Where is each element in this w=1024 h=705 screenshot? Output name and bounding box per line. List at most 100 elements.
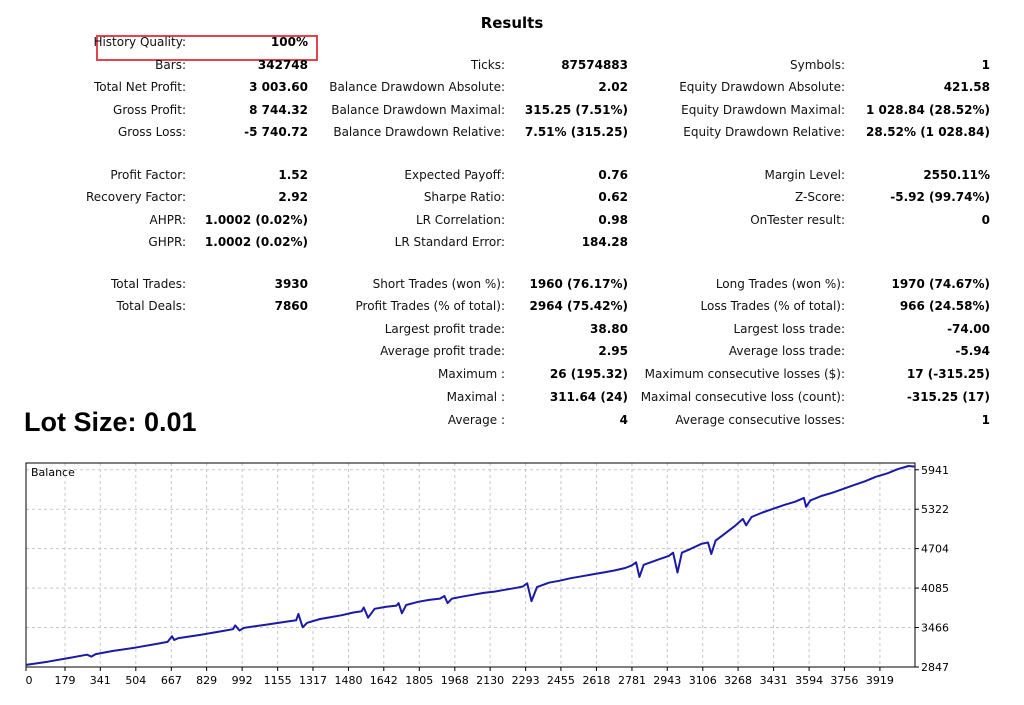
y-axis-ticks: 2847 3466 4085 4704 5322 5941 bbox=[915, 464, 949, 674]
stat-value: 4 bbox=[619, 413, 628, 427]
stat-value: 2964 (75.42%) bbox=[529, 299, 628, 313]
stat-label: Maximal : bbox=[446, 390, 505, 404]
stat-value: 2.02 bbox=[598, 80, 628, 94]
stat-value: 184.28 bbox=[581, 235, 628, 249]
stat-label: Maximum consecutive losses ($): bbox=[644, 367, 845, 381]
stat-value: 28.52% (1 028.84) bbox=[866, 125, 990, 139]
stat-label: Gross Loss: bbox=[118, 125, 186, 139]
stat-value: -74.00 bbox=[947, 322, 990, 336]
stat-label: Average consecutive losses: bbox=[675, 413, 845, 427]
stat-label: Sharpe Ratio: bbox=[423, 190, 505, 204]
stat-value: 87574883 bbox=[561, 58, 628, 72]
x-tick-label: 3919 bbox=[866, 674, 894, 687]
x-tick-label: 0 bbox=[26, 674, 33, 687]
stat-label: Total Trades: bbox=[111, 277, 186, 291]
stat-value: 966 (24.58%) bbox=[899, 299, 990, 313]
stat-label: Symbols: bbox=[790, 58, 845, 72]
balance-chart-svg: Balance 0 179 341 504 667 829 992 1155 1317 1480 1… bbox=[25, 462, 949, 687]
y-tick-label: 2847 bbox=[921, 661, 949, 674]
stat-label: Equity Drawdown Maximal: bbox=[681, 103, 845, 117]
stat-value: 315.25 (7.51%) bbox=[524, 103, 628, 117]
x-tick-label: 1968 bbox=[441, 674, 469, 687]
x-tick-label: 179 bbox=[55, 674, 76, 687]
history-quality-highlight bbox=[96, 35, 318, 61]
stat-value: 0.62 bbox=[598, 190, 628, 204]
stat-label: Ticks: bbox=[470, 58, 505, 72]
stat-value: 0.98 bbox=[598, 213, 628, 227]
stat-value: 421.58 bbox=[943, 80, 990, 94]
stat-value: 7.51% (315.25) bbox=[524, 125, 628, 139]
stat-value: 2550.11% bbox=[923, 168, 990, 182]
stat-value: -5 740.72 bbox=[244, 125, 308, 139]
stat-label: Expected Payoff: bbox=[404, 168, 505, 182]
stat-label: History Quality: bbox=[93, 35, 186, 49]
x-tick-label: 667 bbox=[161, 674, 182, 687]
x-tick-label: 2130 bbox=[476, 674, 504, 687]
stat-value: -5.92 (99.74%) bbox=[890, 190, 990, 204]
plot-frame bbox=[25, 462, 916, 668]
stat-label: LR Correlation: bbox=[415, 213, 505, 227]
x-tick-label: 2618 bbox=[582, 674, 610, 687]
stat-value: 8 744.32 bbox=[249, 103, 308, 117]
stat-value: 1 bbox=[981, 413, 990, 427]
stat-value: 0 bbox=[981, 213, 990, 227]
chart-title: Balance bbox=[31, 466, 75, 479]
stat-value: 1.0002 (0.02%) bbox=[204, 213, 308, 227]
stat-value: 26 (195.32) bbox=[549, 367, 628, 381]
x-tick-label: 2293 bbox=[512, 674, 540, 687]
y-tick-label: 5941 bbox=[921, 464, 949, 477]
x-tick-label: 2943 bbox=[653, 674, 681, 687]
stat-label: Z-Score: bbox=[795, 190, 845, 204]
stat-label: GHPR: bbox=[148, 235, 186, 249]
stat-label: Gross Profit: bbox=[113, 103, 186, 117]
stat-value: 311.64 (24) bbox=[549, 390, 628, 404]
stat-label: Equity Drawdown Relative: bbox=[683, 125, 845, 139]
stat-label: Total Deals: bbox=[116, 299, 186, 313]
stat-label: Bars: bbox=[155, 58, 186, 72]
stat-value: -315.25 (17) bbox=[906, 390, 990, 404]
stat-value: 0.76 bbox=[598, 168, 628, 182]
x-tick-label: 1642 bbox=[370, 674, 398, 687]
stat-value: -5.94 bbox=[955, 344, 990, 358]
stat-label: Largest loss trade: bbox=[733, 322, 845, 336]
stat-label: Short Trades (won %): bbox=[372, 277, 505, 291]
x-axis-ticks: 0 179 341 504 667 829 992 1155 1317 1480 1642 1805 1… bbox=[25, 667, 894, 687]
stat-value: 342748 bbox=[257, 58, 308, 72]
stat-label: Margin Level: bbox=[764, 168, 845, 182]
stat-label: Profit Factor: bbox=[110, 168, 186, 182]
stat-label: Average profit trade: bbox=[380, 344, 505, 358]
stat-value: 3 003.60 bbox=[249, 80, 308, 94]
stat-value: 7860 bbox=[274, 299, 308, 313]
stat-label: OnTester result: bbox=[750, 213, 845, 227]
x-tick-label: 3594 bbox=[795, 674, 823, 687]
stat-value: 2.92 bbox=[278, 190, 308, 204]
stat-label: Recovery Factor: bbox=[85, 190, 186, 204]
stat-value: 1970 (74.67%) bbox=[891, 277, 990, 291]
stat-label: Maximum : bbox=[438, 367, 505, 381]
stat-value: 2.95 bbox=[598, 344, 628, 358]
y-tick-label: 4085 bbox=[921, 582, 949, 595]
stat-label: Balance Drawdown Maximal: bbox=[331, 103, 505, 117]
stat-label: Profit Trades (% of total): bbox=[355, 299, 505, 313]
stat-value: 17 (-315.25) bbox=[906, 367, 990, 381]
x-tick-label: 504 bbox=[125, 674, 146, 687]
stat-label: Balance Drawdown Absolute: bbox=[329, 80, 505, 94]
stat-value: 3930 bbox=[274, 277, 308, 291]
stat-value: 38.80 bbox=[590, 322, 628, 336]
x-tick-label: 1317 bbox=[299, 674, 327, 687]
page-title: Results bbox=[480, 14, 544, 32]
x-tick-label: 3106 bbox=[689, 674, 717, 687]
x-tick-label: 2455 bbox=[547, 674, 575, 687]
x-tick-label: 3431 bbox=[760, 674, 788, 687]
stat-value: 1 bbox=[981, 58, 990, 72]
x-tick-label: 1155 bbox=[264, 674, 292, 687]
stat-label: Average : bbox=[447, 413, 505, 427]
stat-value: 100% bbox=[270, 35, 308, 49]
lot-size-label: Lot Size: 0.01 bbox=[24, 407, 197, 437]
y-tick-label: 5322 bbox=[921, 503, 949, 516]
balance-chart: Balance 0 179 341 504 667 829 992 1155 1317 1480 1… bbox=[0, 455, 1024, 701]
stat-value: 1.0002 (0.02%) bbox=[204, 235, 308, 249]
x-tick-label: 3268 bbox=[724, 674, 752, 687]
stat-value: 1.52 bbox=[278, 168, 308, 182]
stat-label: Balance Drawdown Relative: bbox=[333, 125, 505, 139]
